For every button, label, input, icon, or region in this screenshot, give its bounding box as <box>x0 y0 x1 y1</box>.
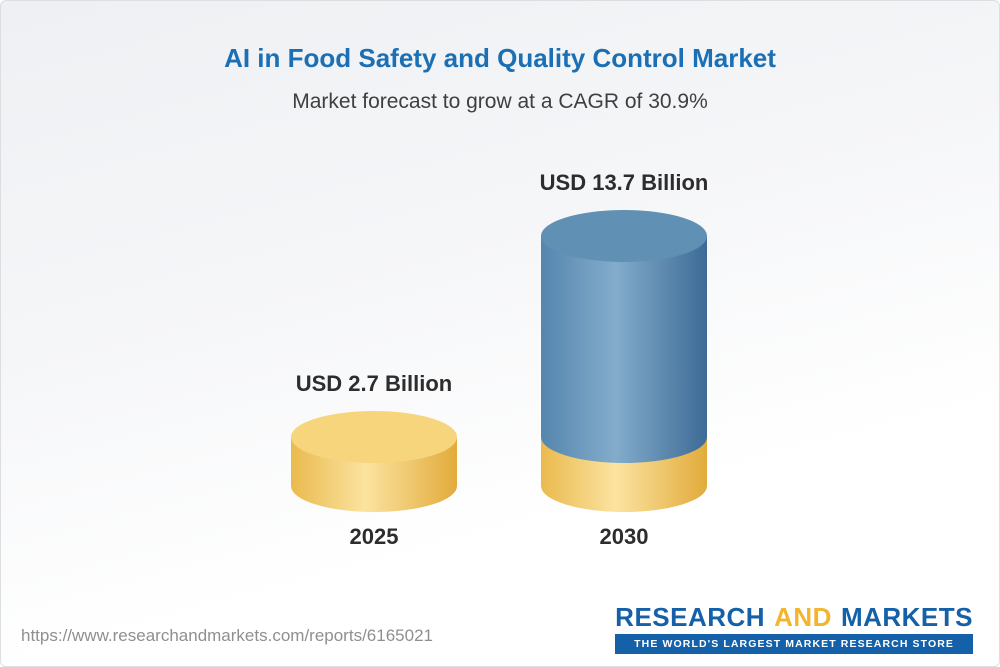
research-and-markets-logo: RESEARCH AND MARKETS THE WORLD'S LARGEST… <box>615 604 973 654</box>
logo-wordmark: RESEARCH AND MARKETS <box>615 604 973 630</box>
value-label-2030: USD 13.7 Billion <box>539 170 709 195</box>
chart-subtitle: Market forecast to grow at a CAGR of 30.… <box>292 90 708 113</box>
chart-title: AI in Food Safety and Quality Control Ma… <box>224 43 776 73</box>
report-url[interactable]: https://www.researchandmarkets.com/repor… <box>21 626 433 645</box>
logo-word-research: RESEARCH <box>615 602 766 632</box>
cylinder-bar-chart <box>291 210 707 512</box>
footer: https://www.researchandmarkets.com/repor… <box>1 596 999 666</box>
category-label-2025: 2025 <box>349 524 399 549</box>
value-label-2025: USD 2.7 Billion <box>295 371 453 396</box>
logo-tagline: THE WORLD'S LARGEST MARKET RESEARCH STOR… <box>615 634 973 654</box>
category-label-2030: 2030 <box>599 524 649 549</box>
logo-word-markets: MARKETS <box>840 602 973 632</box>
logo-word-and: AND <box>774 602 832 632</box>
